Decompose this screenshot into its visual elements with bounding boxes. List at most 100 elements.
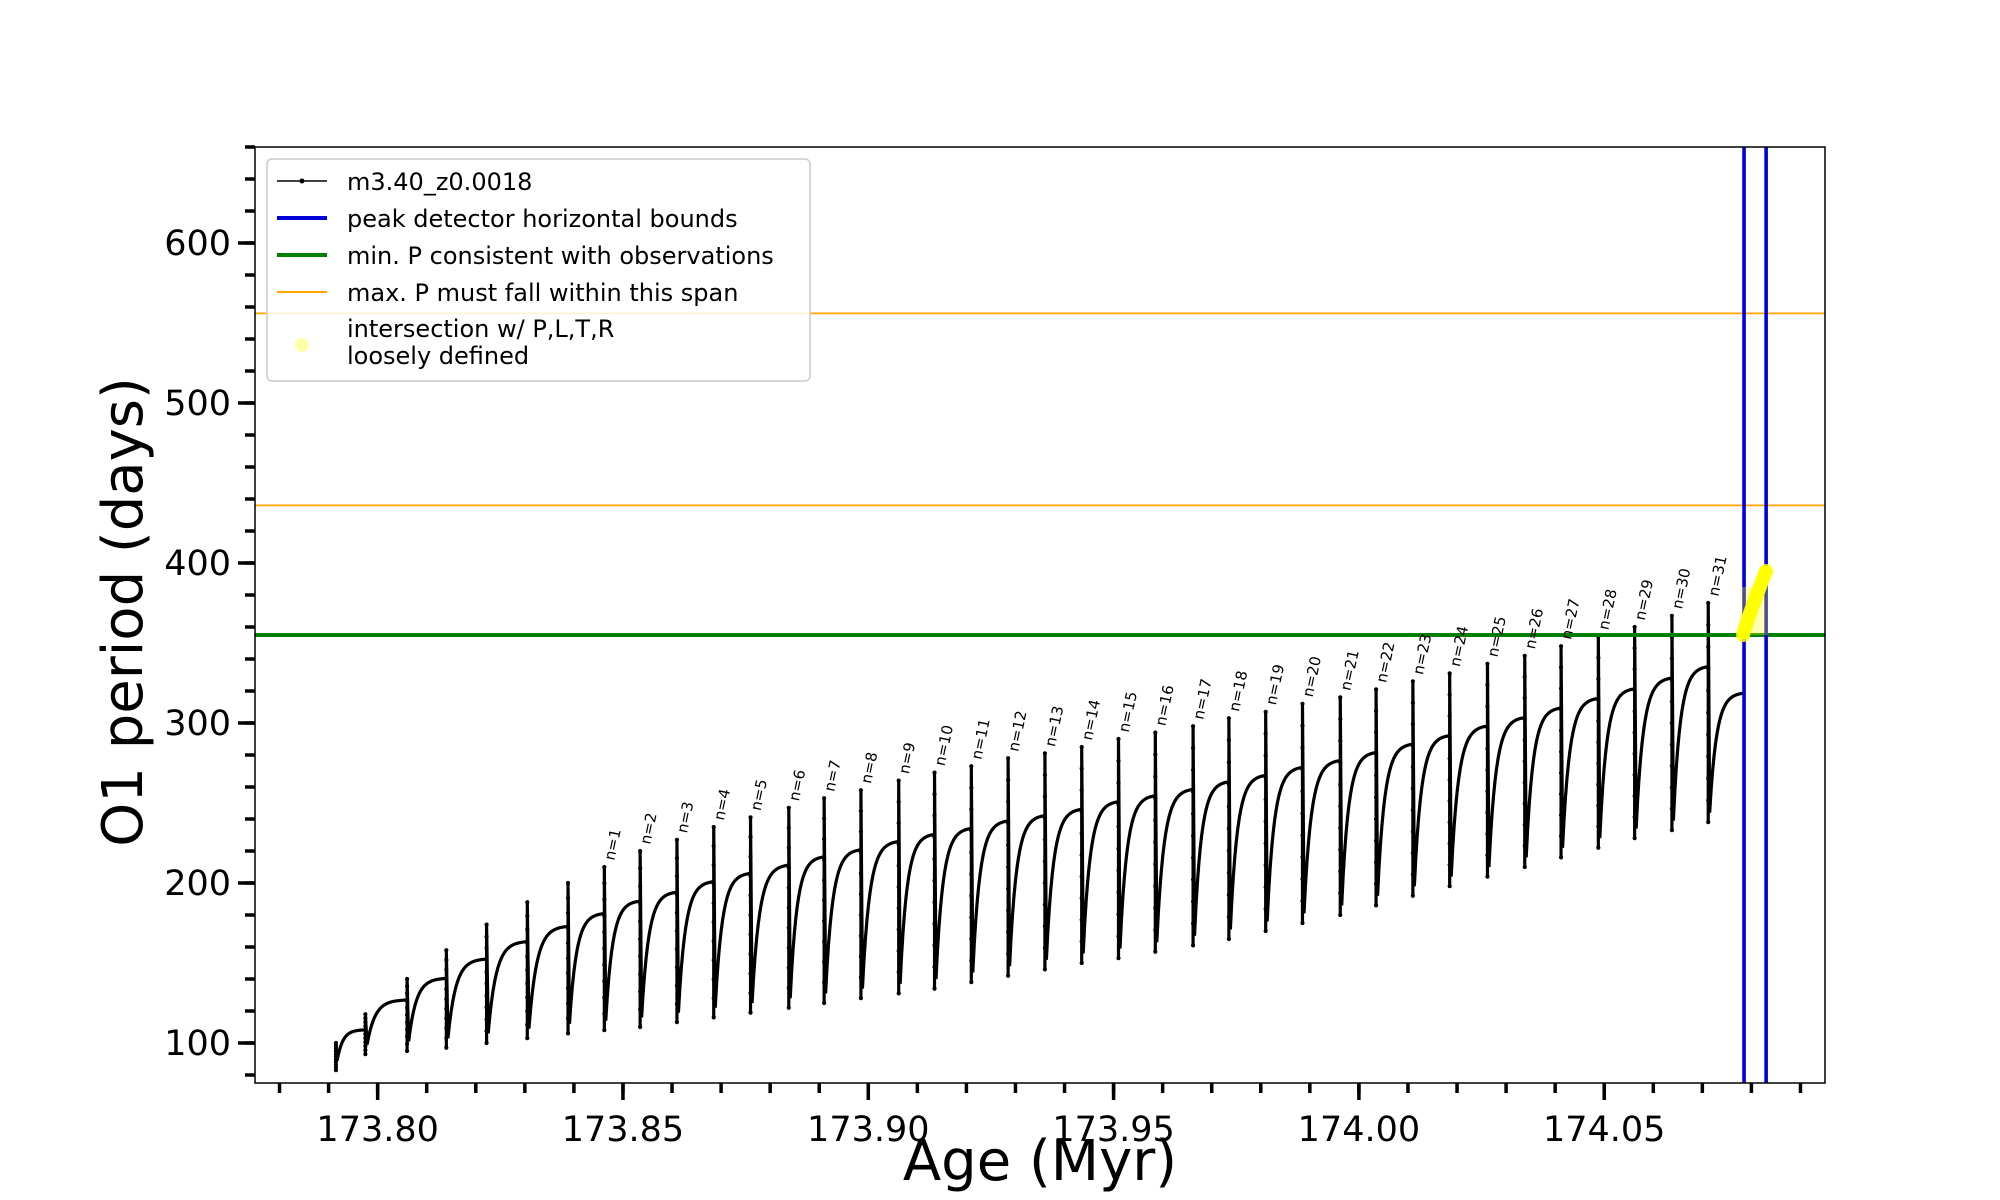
track-point [525, 927, 530, 932]
track-segment [1006, 758, 1046, 976]
track-point [1596, 718, 1601, 724]
track-point [786, 925, 791, 930]
track-point [363, 1024, 368, 1029]
track-point [363, 1032, 368, 1037]
x-axis-title: Age (Myr) [903, 1129, 1177, 1194]
track-point [1706, 622, 1711, 628]
track-point [1632, 772, 1637, 777]
track-point [1485, 725, 1490, 730]
track-point [638, 936, 643, 942]
track-point [1410, 722, 1415, 727]
track-point [1522, 801, 1527, 806]
track-point [858, 933, 864, 938]
track-point [1447, 671, 1452, 676]
track-point [711, 939, 716, 944]
track-point [1042, 945, 1048, 950]
track-point [711, 862, 716, 868]
track-point [1116, 890, 1121, 895]
track-segment [444, 950, 487, 1048]
track-point [444, 1006, 449, 1011]
track-point [1706, 600, 1711, 606]
track-point [1116, 736, 1121, 742]
track-point [748, 932, 753, 937]
track-point [484, 993, 489, 998]
track-segment [484, 924, 528, 1043]
track-point [786, 1005, 791, 1010]
track-point [969, 936, 974, 942]
track-point [565, 910, 571, 916]
track-point [1153, 862, 1158, 867]
track-point [1410, 893, 1415, 898]
y-tick-label: 600 [164, 224, 231, 264]
track-point [932, 878, 937, 883]
track-point [1116, 934, 1121, 939]
track-segment [1559, 646, 1599, 858]
track-point [1079, 766, 1084, 771]
track-point [969, 785, 974, 790]
track-point [711, 882, 716, 887]
track-point [1263, 775, 1268, 780]
track-point [674, 928, 680, 934]
track-point [711, 1015, 716, 1020]
track-point [1153, 818, 1158, 823]
track-point [1153, 730, 1158, 735]
track-segment [566, 882, 605, 1034]
track-point [1042, 816, 1048, 821]
track-point [1006, 930, 1011, 935]
track-point [1447, 884, 1452, 889]
legend-swatch-dot [299, 178, 305, 184]
track-point [1522, 674, 1527, 680]
track-point [525, 900, 530, 905]
track-point [1116, 780, 1121, 785]
track-point [1263, 885, 1268, 890]
y-tick-label: 100 [164, 1024, 231, 1064]
legend-swatch [295, 338, 309, 352]
track-point [1300, 745, 1305, 750]
track-point [822, 1000, 827, 1006]
track-point [1373, 752, 1379, 757]
track-point [1558, 707, 1564, 712]
track-point [674, 965, 680, 970]
track-point [896, 863, 901, 868]
track-point [1558, 834, 1564, 839]
track-point [1042, 880, 1048, 886]
track-point [1596, 655, 1601, 660]
track-point [1558, 728, 1564, 733]
track-point [896, 906, 901, 911]
track-point [1263, 797, 1268, 802]
y-tick-label: 500 [164, 384, 231, 424]
track-segment [787, 807, 825, 1008]
track-segment [897, 780, 935, 994]
track-point [444, 996, 449, 1002]
track-point [1706, 644, 1711, 649]
track-point [1410, 850, 1415, 856]
track-point [1522, 864, 1527, 870]
track-point [602, 946, 607, 951]
track-point [638, 1024, 643, 1030]
track-point [404, 1048, 410, 1054]
track-point [1373, 730, 1379, 735]
track-point [1632, 730, 1637, 735]
track-point [1706, 820, 1711, 825]
track-point [896, 970, 901, 975]
track-point [858, 829, 864, 834]
track-point [1632, 814, 1637, 820]
track-point [1410, 872, 1415, 877]
track-point [602, 1011, 607, 1016]
track-point [1447, 713, 1452, 719]
track-point [602, 897, 607, 902]
track-point [1706, 798, 1711, 803]
track-point [484, 969, 489, 975]
track-point [858, 871, 864, 876]
track-point [1632, 667, 1637, 672]
track-point [1338, 782, 1343, 787]
track-point [1338, 760, 1343, 765]
track-point [1116, 802, 1121, 807]
track-series [333, 600, 1745, 1073]
track-point [1596, 740, 1601, 745]
track-point [1485, 682, 1490, 688]
track-point [1485, 789, 1490, 794]
track-point [565, 1031, 571, 1036]
